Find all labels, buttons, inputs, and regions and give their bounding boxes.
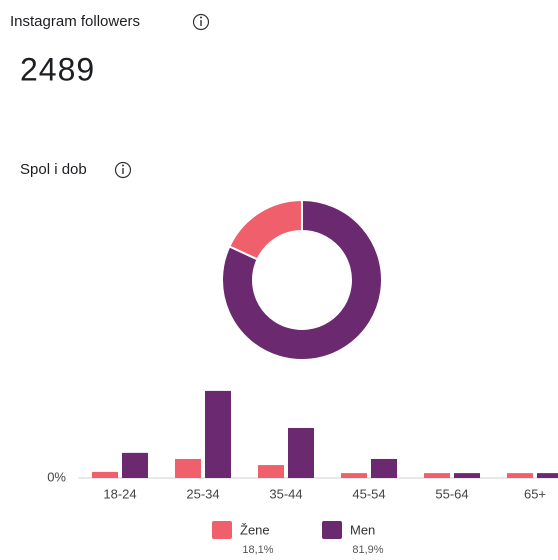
bar: [341, 473, 367, 478]
bar: [175, 458, 201, 478]
bar: [371, 458, 397, 478]
bar: [92, 471, 118, 478]
legend-value: 18,1%: [242, 544, 273, 556]
donut-slice: [221, 198, 383, 361]
title: Instagram followers: [10, 13, 140, 30]
follower-count: 2489: [20, 51, 95, 87]
x-tick-label: 65+: [524, 486, 546, 501]
donut-slice: [228, 198, 303, 261]
bar: [507, 473, 533, 478]
x-tick-label: 45-54: [352, 486, 385, 501]
legend-swatch: [212, 521, 232, 539]
bar: [122, 452, 148, 478]
bar: [288, 427, 314, 478]
info-icon[interactable]: [114, 161, 132, 179]
bar: [424, 473, 450, 478]
legend-label: Žene: [240, 522, 270, 537]
x-tick-label: 25-34: [186, 486, 219, 501]
x-tick-label: 18-24: [103, 486, 136, 501]
section-title: Spol i dob: [20, 161, 87, 178]
bar: [205, 390, 231, 478]
y-tick-label: 0%: [47, 469, 66, 484]
bar: [454, 473, 480, 478]
legend-swatch: [322, 521, 342, 539]
bar: [537, 473, 558, 478]
legend-value: 81,9%: [352, 544, 383, 556]
info-icon[interactable]: [192, 13, 210, 31]
x-tick-label: 35-44: [269, 486, 302, 501]
legend-label: Men: [350, 522, 375, 537]
x-tick-label: 55-64: [435, 486, 468, 501]
bar: [258, 465, 284, 478]
